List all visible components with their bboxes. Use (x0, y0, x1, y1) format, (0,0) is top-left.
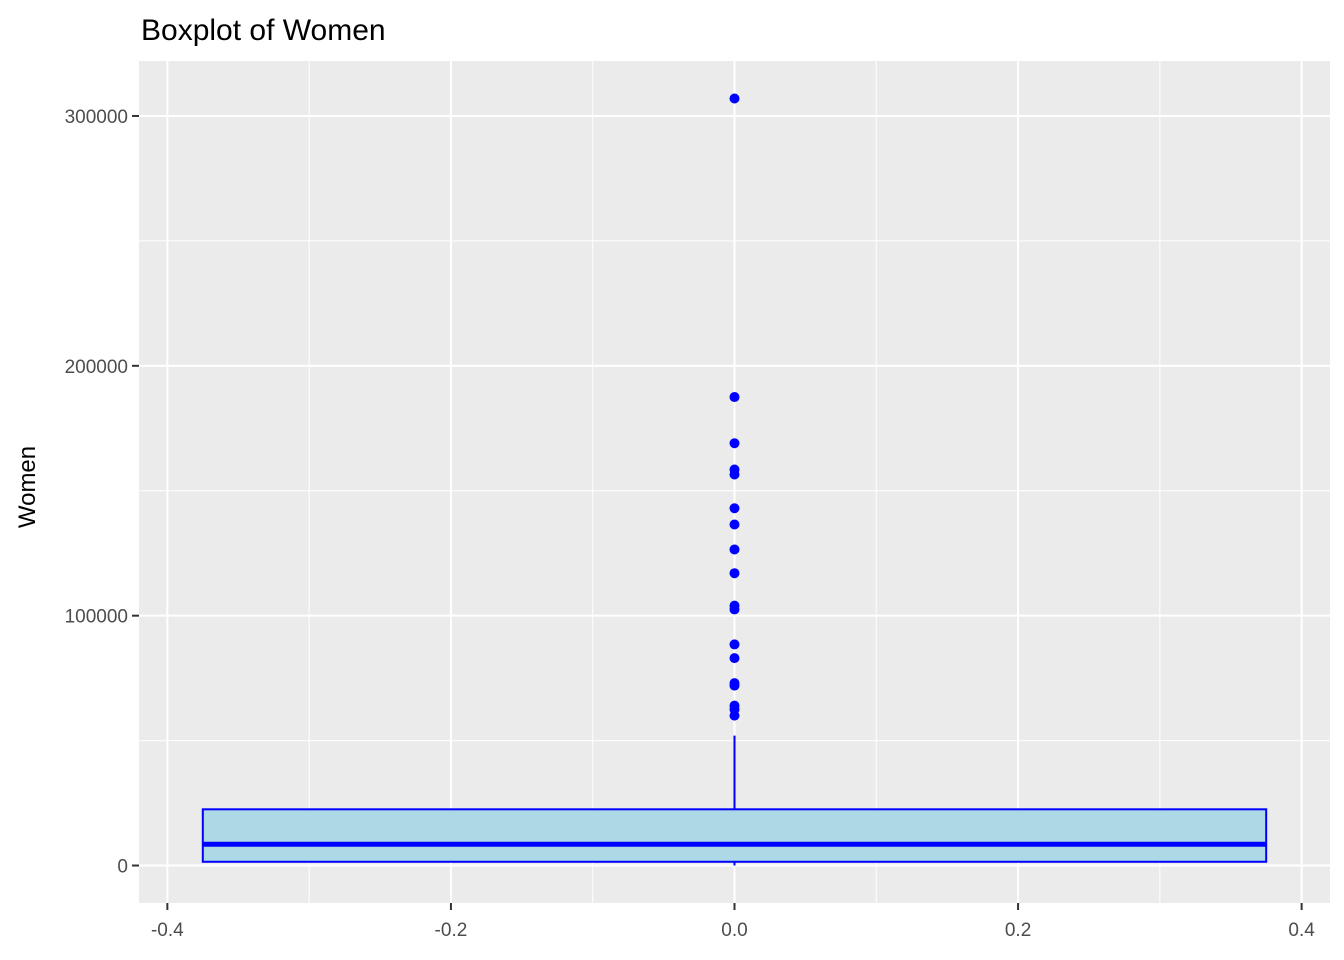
outlier-point (729, 653, 740, 664)
y-tick-label: 0 (117, 857, 128, 878)
y-tick-label: 200000 (65, 357, 128, 378)
box-iqr (201, 808, 1268, 863)
outlier-point (729, 392, 740, 403)
x-tick-label: 0.0 (721, 920, 747, 941)
y-axis-title: Women (14, 446, 41, 528)
x-tick-label: 0.2 (1005, 920, 1031, 941)
y-tick-label: 300000 (65, 107, 128, 128)
x-tick-label: 0.4 (1288, 920, 1315, 941)
x-tick-label: -0.4 (151, 920, 184, 941)
outlier-point (729, 503, 740, 514)
box-plot (201, 735, 1268, 866)
outlier-point (729, 568, 740, 579)
outlier-point (729, 469, 740, 480)
y-axis: 0 100000 200000 300000 (65, 107, 139, 878)
outlier-points (729, 93, 740, 721)
outlier-point (729, 519, 740, 530)
outlier-point (729, 93, 740, 104)
y-tick-label: 100000 (65, 607, 128, 628)
outlier-point (729, 639, 740, 650)
chart-title: Boxplot of Women (141, 14, 386, 47)
x-axis: -0.4 -0.2 0.0 0.2 0.4 (151, 903, 1315, 941)
outlier-point (729, 544, 740, 555)
outlier-point (729, 680, 740, 691)
outlier-point (729, 604, 740, 615)
x-tick-label: -0.2 (435, 920, 468, 941)
outlier-point (729, 438, 740, 449)
outlier-point (729, 710, 740, 721)
